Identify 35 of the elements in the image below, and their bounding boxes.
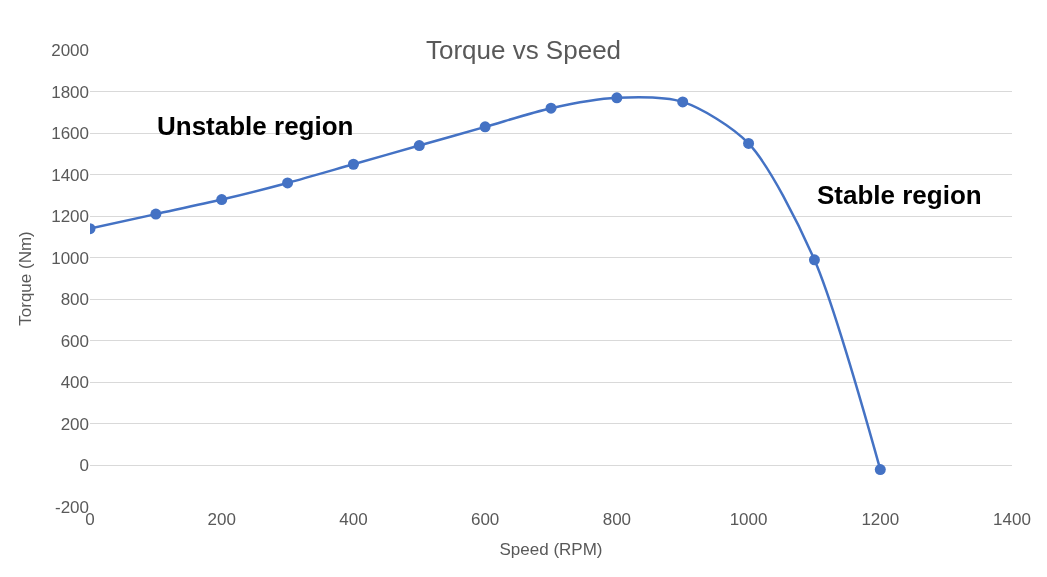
y-tick-label: 1600 — [51, 124, 89, 144]
point — [216, 194, 228, 206]
y-tick-label: 2000 — [51, 40, 89, 60]
point — [150, 208, 162, 220]
point — [874, 464, 886, 476]
y-tick-label: 200 — [60, 414, 89, 434]
x-tick-label: 400 — [339, 510, 368, 529]
y-tick-label: 1800 — [51, 82, 89, 102]
point — [611, 92, 623, 104]
y-tick-label: 1200 — [51, 207, 89, 227]
x-tick-label: 200 — [207, 510, 236, 529]
y-tick-label: 400 — [60, 373, 89, 393]
y-tick-label: 600 — [60, 331, 89, 351]
annotation: Stable region — [817, 180, 982, 210]
point — [347, 158, 359, 170]
point — [282, 177, 294, 189]
chart-title: Torque vs Speed — [425, 34, 622, 65]
point — [413, 140, 425, 152]
point — [545, 102, 557, 114]
x-tick-label: 1400 — [993, 510, 1031, 529]
y-tick-label: 1400 — [51, 165, 89, 185]
y-axis-title: Torque (Nm) — [15, 231, 35, 326]
x-tick-label: 600 — [470, 510, 500, 529]
x-tick-label: 1200 — [861, 510, 900, 529]
y-tick-label: 0 — [79, 456, 89, 476]
x-axis-title: Speed (RPM) — [499, 540, 603, 560]
y-tick-label: 800 — [60, 290, 89, 310]
point — [479, 121, 491, 133]
point — [808, 254, 820, 266]
annotation: Unstable region — [157, 111, 354, 141]
x-tick-label: 800 — [602, 510, 632, 529]
point — [743, 137, 755, 149]
point — [677, 96, 689, 108]
x-tick-label: 1000 — [729, 510, 768, 529]
y-tick-label: 1000 — [51, 248, 89, 268]
